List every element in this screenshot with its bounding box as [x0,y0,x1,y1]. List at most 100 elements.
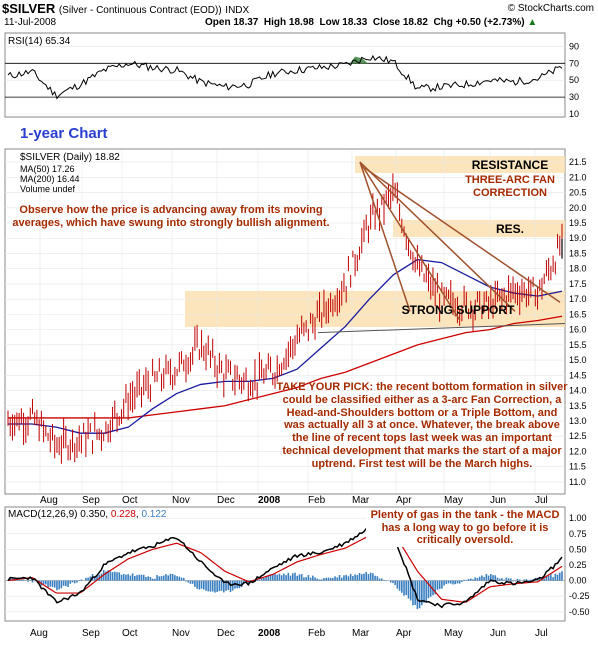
rsi-y-tick: 10 [569,109,579,119]
chart-date: 11-Jul-2008 [4,17,57,28]
macd-signal-line [7,531,563,603]
macd-signal-value: 0.228 [111,509,136,520]
line-of-recent-tops [364,167,561,303]
macd-y-tick: 0.25 [569,560,587,570]
x-tick-sep: Sep [82,495,100,506]
x-tick-may-macd: May [444,628,463,639]
price-y-tick: 19.0 [569,233,587,243]
fan-line [359,161,461,321]
price-bars [7,173,563,464]
price-y-tick: 21.5 [569,157,587,167]
chart-title: $SILVER (Silver - Continuous Contract (E… [2,1,249,16]
price-y-tick: 11.5 [569,462,586,472]
legend-volume: Volume undef [20,184,76,194]
macd-sep-2: , [136,509,142,520]
ohlc-summary: Open 18.37 High 18.98 Low 18.33 Close 18… [205,17,537,28]
x-axis-macd: Aug Sep Oct Nov Dec 2008 Feb Mar Apr May… [30,628,548,639]
rsi-y-tick: 90 [569,41,579,51]
rsi-y-tick: 30 [569,92,579,102]
price-y-tick: 11.0 [569,477,586,487]
ma50-line-group [8,258,563,434]
symbol: $SILVER [2,1,56,16]
ohlc-values: Open 18.37 High 18.98 Low 18.33 Close 18… [205,17,525,28]
rsi-line [7,54,563,100]
x-tick-apr-macd: Apr [396,628,412,639]
fan-correction-note: THREE-ARC FAN CORRECTION [465,174,555,199]
price-y-tick: 18.5 [569,248,587,258]
axis-ticks: 21.5 21.0 20.5 20.0 19.5 19.0 18.5 18.0 17.5 17.0… [569,157,587,487]
x-tick-sep-macd: Sep [82,628,100,639]
rsi-overbought-fill [350,56,368,64]
price-y-tick: 12.5 [569,431,587,441]
x-tick-feb-macd: Feb [308,628,326,639]
x-tick-feb: Feb [308,495,326,506]
price-y-tick: 17.0 [569,294,587,304]
price-y-tick: 19.5 [569,218,587,228]
price-y-tick: 14.5 [569,370,587,380]
price-y-tick: 20.0 [569,203,587,213]
fan-line [359,161,516,312]
x-tick-dec: Dec [217,495,235,506]
legend-ma50: MA(50) 17.26 [20,164,75,174]
price-y-tick: 17.5 [569,279,587,289]
x-tick-apr: Apr [396,495,412,506]
macd-value: 0.350 [80,509,105,520]
rsi-label: RSI(14) 65.34 [8,36,71,47]
price-y-tick: 16.0 [569,325,587,335]
x-tick-jun: Jun [490,495,506,506]
support-trendline [317,323,566,334]
up-arrow-icon: ▲ [527,17,538,28]
macd-y-tick: 0.50 [569,544,587,554]
x-tick-2008-macd: 2008 [258,628,281,639]
rsi-y-tick: 50 [569,75,579,85]
x-tick-jul: Jul [535,495,548,506]
macd-y-tick: -0.50 [569,607,590,617]
macd-y-tick: -0.25 [569,591,590,601]
macd-label: MACD(12,26,9) 0.350, 0.228, 0.122 [8,509,167,520]
exchange: INDX [225,5,250,16]
x-tick-nov: Nov [172,495,190,506]
resistance-zone [355,156,565,173]
x-tick-mar-macd: Mar [352,628,370,639]
legend-price: $SILVER (Daily) 18.82 [20,152,120,163]
observe-note: Observe how the price is advancing away … [12,204,330,229]
price-y-tick: 16.5 [569,309,587,319]
macd-note: Plenty of gas in the tank - the MACD has… [366,509,564,547]
x-tick-aug: Aug [40,495,58,506]
price-y-tick: 21.0 [569,172,587,182]
macd-y-tick: 1.00 [569,513,587,523]
x-tick-aug-macd: Aug [30,628,48,639]
x-tick-mar: Mar [352,495,370,506]
chart-period-label: 1-year Chart [20,125,108,142]
fan-lines [317,161,566,334]
x-axis-price: Aug Sep Oct Nov Dec 2008 Feb Mar Apr May… [40,495,548,506]
take-your-pick-note: TAKE YOUR PICK: the recent bottom format… [276,381,568,470]
price-y-tick: 14.0 [569,386,587,396]
price-y-tick: 15.5 [569,340,587,350]
macd-line [7,526,563,609]
macd-y-tick: 0.00 [569,576,587,586]
price-grid [5,150,565,493]
x-tick-2008: 2008 [258,495,281,506]
price-y-tick: 18.0 [569,264,587,274]
price-y-tick: 20.5 [569,188,587,198]
res-zone [393,220,565,237]
rsi-y-tick: 70 [569,58,579,68]
x-tick-oct: Oct [122,495,138,506]
copyright: © StockCharts.com [507,3,594,14]
ma200-line [8,315,563,419]
price-y-tick: 13.5 [569,401,587,411]
macd-label-prefix: MACD(12,26,9) [8,509,77,520]
resistance-label: RESISTANCE [472,158,548,172]
macd-sep-1: , [105,509,111,520]
fan-line [359,161,411,312]
x-tick-nov-macd: Nov [172,628,190,639]
price-y-tick: 15.0 [569,355,587,365]
macd-y-tick: 0.75 [569,529,587,539]
support-label: STRONG SUPPORT [402,303,515,317]
res-label: RES. [496,222,524,236]
x-tick-jun-macd: Jun [490,628,506,639]
macd-hist-value: 0.122 [141,509,166,520]
price-y-tick: 12.0 [569,446,587,456]
